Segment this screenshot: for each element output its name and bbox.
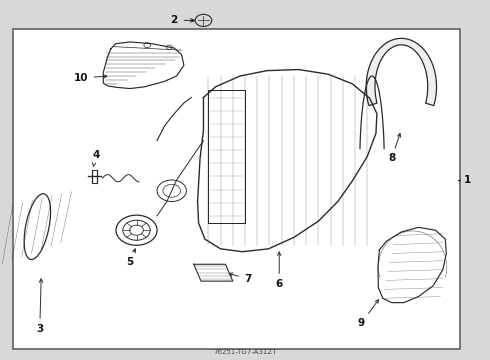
Text: 8: 8: [388, 134, 401, 163]
Text: 5: 5: [126, 249, 136, 267]
Text: 4: 4: [92, 150, 99, 166]
Text: 6: 6: [275, 252, 283, 289]
Text: 1: 1: [464, 175, 471, 185]
Text: 2: 2: [171, 15, 178, 26]
Text: 76251-TG7-A31ZT: 76251-TG7-A31ZT: [213, 349, 277, 355]
Text: 9: 9: [358, 300, 379, 328]
Bar: [13, 30, 460, 348]
Text: 7: 7: [229, 273, 251, 284]
Text: 3: 3: [36, 279, 44, 334]
Polygon shape: [366, 39, 437, 105]
Circle shape: [191, 19, 195, 22]
Text: 10: 10: [74, 73, 107, 83]
